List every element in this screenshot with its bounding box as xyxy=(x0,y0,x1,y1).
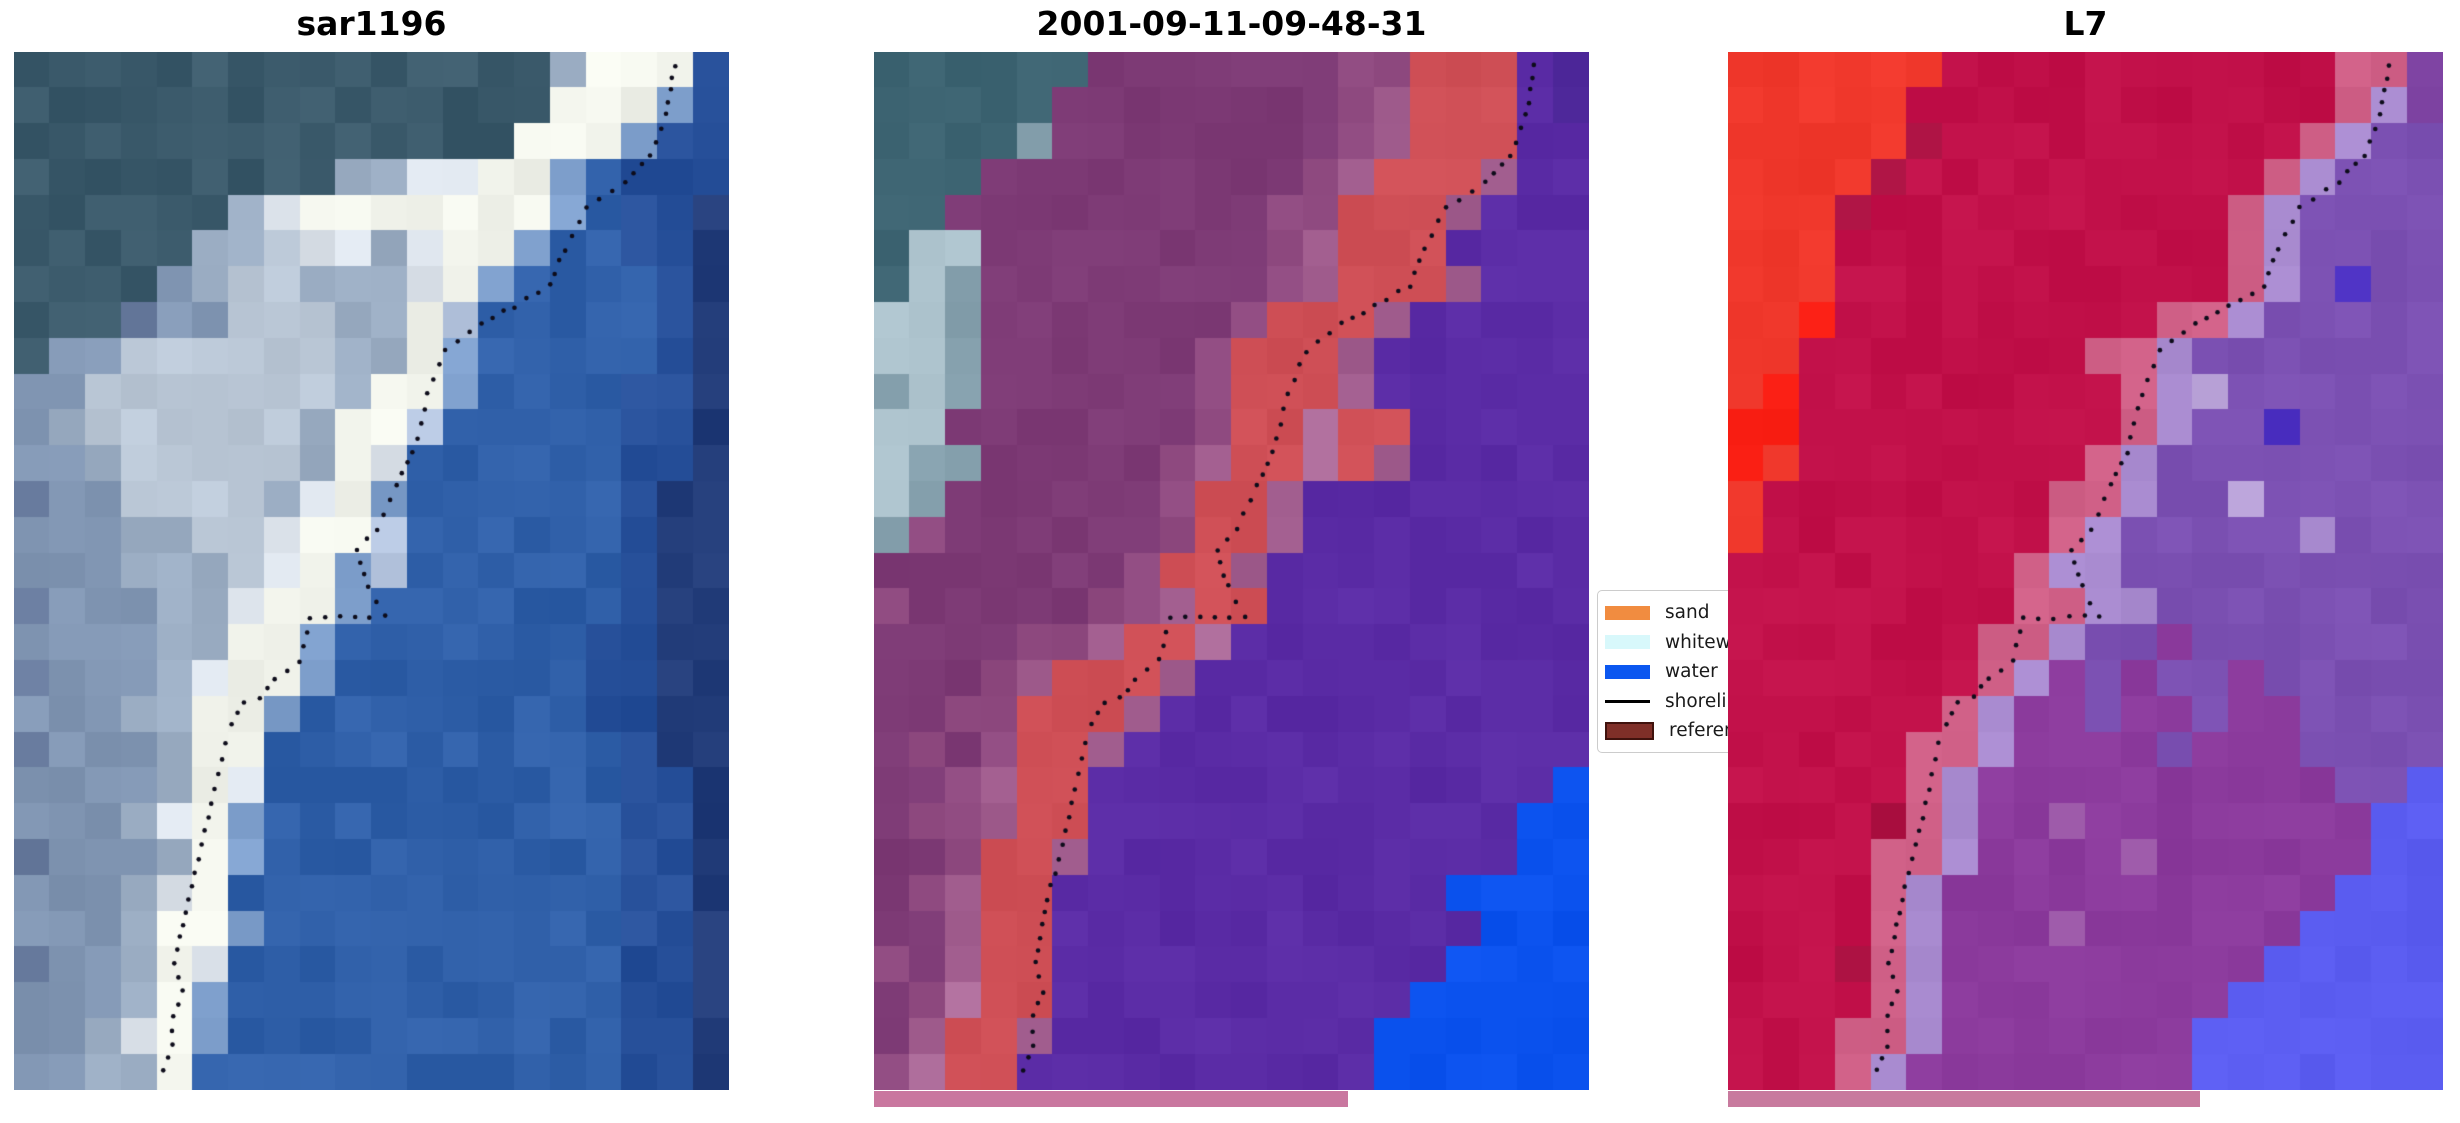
panel-title-sar: sar1196 xyxy=(296,4,447,43)
sand-swatch-icon xyxy=(1605,605,1650,620)
panel-title-classified: 2001-09-11-09-48-31 xyxy=(1036,4,1427,43)
legend-item-sand: sand xyxy=(1605,598,1796,628)
sar-image-canvas xyxy=(14,52,729,1090)
reference-swatch-icon xyxy=(1605,721,1654,740)
legend-label-water: water xyxy=(1665,661,1718,683)
legend-item-water: water xyxy=(1605,657,1796,687)
l7-bottom-strip xyxy=(1728,1091,2200,1107)
shoreline-line-icon xyxy=(1605,699,1650,703)
panel-title-l7: L7 xyxy=(2063,4,2108,43)
classified-bottom-strip xyxy=(874,1091,1348,1107)
classified-image-canvas xyxy=(874,52,1589,1090)
legend-label-sand: sand xyxy=(1665,602,1710,624)
l7-image-canvas xyxy=(1728,52,2443,1090)
water-swatch-icon xyxy=(1605,664,1650,679)
whitewater-swatch-icon xyxy=(1605,635,1650,650)
